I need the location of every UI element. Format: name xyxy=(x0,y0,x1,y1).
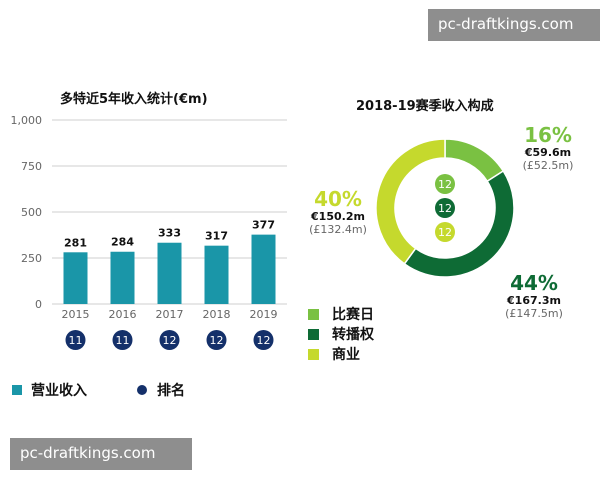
watermark-bottom: pc-draftkings.com xyxy=(10,438,192,470)
slice-pct-matchday: 16% xyxy=(524,123,572,147)
rank-badge-label: 11 xyxy=(116,334,130,347)
donut-legend-matchday-label: 比赛日 xyxy=(332,307,374,323)
donut-chart: 12 12 12 xyxy=(375,138,515,278)
slice-eur-broadcast: €167.3m xyxy=(507,294,561,307)
legend-revenue-swatch xyxy=(12,385,22,395)
donut-legend-matchday: 比赛日 xyxy=(308,304,374,324)
slice-gbp-commercial: (£132.4m) xyxy=(309,223,367,236)
y-tick-label: 250 xyxy=(21,252,42,265)
bar-2018 xyxy=(204,245,229,304)
bar-value-label: 281 xyxy=(64,236,87,249)
slice-pct-broadcast: 44% xyxy=(510,271,558,295)
slice-label-matchday: 16% €59.6m (£52.5m) xyxy=(518,124,578,172)
bar-2016 xyxy=(110,251,135,304)
legend-rank-dot xyxy=(137,385,147,395)
x-tick-label: 2015 xyxy=(62,308,90,321)
donut-legend-commercial-swatch xyxy=(308,348,319,360)
x-tick-label: 2019 xyxy=(250,308,278,321)
slice-gbp-broadcast: (£147.5m) xyxy=(505,307,563,320)
watermark-top: pc-draftkings.com xyxy=(428,9,600,41)
donut-slice-1 xyxy=(403,169,515,278)
donut-chart-title: 2018-19赛季收入构成 xyxy=(356,99,494,114)
bar-value-label: 284 xyxy=(111,236,134,249)
bar-value-label: 377 xyxy=(252,219,275,232)
slice-eur-matchday: €59.6m xyxy=(524,146,572,159)
bar-chart: 0 250 500 750 1,000 281 2015 11 284 2016 11 333 2017… xyxy=(11,114,287,350)
slice-eur-commercial: €150.2m xyxy=(311,210,365,223)
center-badge xyxy=(435,222,455,242)
bar-2015 xyxy=(63,252,88,304)
donut-legend-commercial: 商业 xyxy=(308,344,360,364)
bar-value-label: 317 xyxy=(205,230,228,243)
slice-label-commercial: 40% €150.2m (£132.4m) xyxy=(302,188,374,236)
rank-badge xyxy=(112,330,133,350)
legend-revenue-label: 营业收入 xyxy=(31,383,87,399)
center-badge-label: 12 xyxy=(438,202,452,215)
rank-badge-label: 12 xyxy=(210,334,224,347)
bar-chart-title: 多特近5年收入统计(€m) xyxy=(60,92,208,107)
center-badge xyxy=(435,198,455,218)
legend-rank-label: 排名 xyxy=(157,383,185,399)
legend-rank: 排名 xyxy=(137,380,185,400)
slice-label-broadcast: 44% €167.3m (£147.5m) xyxy=(498,272,570,320)
bar-2017 xyxy=(157,242,182,304)
bar-value-label: 333 xyxy=(158,227,181,240)
slice-gbp-matchday: (£52.5m) xyxy=(522,159,574,172)
x-tick-label: 2018 xyxy=(203,308,231,321)
center-badge-label: 12 xyxy=(438,226,452,239)
rank-badge xyxy=(159,330,180,350)
slice-pct-commercial: 40% xyxy=(314,187,362,211)
rank-badge-label: 12 xyxy=(163,334,177,347)
y-tick-label: 750 xyxy=(21,160,42,173)
donut-legend-commercial-label: 商业 xyxy=(332,347,360,363)
y-tick-label: 1,000 xyxy=(11,114,43,127)
rank-badge xyxy=(253,330,274,350)
x-tick-label: 2016 xyxy=(109,308,137,321)
donut-legend-broadcast-label: 转播权 xyxy=(332,327,374,343)
rank-badge-label: 12 xyxy=(257,334,271,347)
rank-badge xyxy=(65,330,86,350)
donut-slice-2 xyxy=(375,138,446,265)
donut-legend-matchday-swatch xyxy=(308,308,319,320)
x-tick-label: 2017 xyxy=(156,308,184,321)
center-badge xyxy=(435,174,455,194)
center-badge-label: 12 xyxy=(438,178,452,191)
y-tick-label: 500 xyxy=(21,206,42,219)
donut-legend-broadcast-swatch xyxy=(308,328,319,340)
legend-revenue: 营业收入 xyxy=(12,380,87,400)
rank-badge xyxy=(206,330,227,350)
bar-2019 xyxy=(251,234,276,304)
donut-legend-broadcast: 转播权 xyxy=(308,324,374,344)
donut-slice-0 xyxy=(444,138,505,183)
rank-badge-label: 11 xyxy=(69,334,83,347)
y-tick-label: 0 xyxy=(35,298,42,311)
